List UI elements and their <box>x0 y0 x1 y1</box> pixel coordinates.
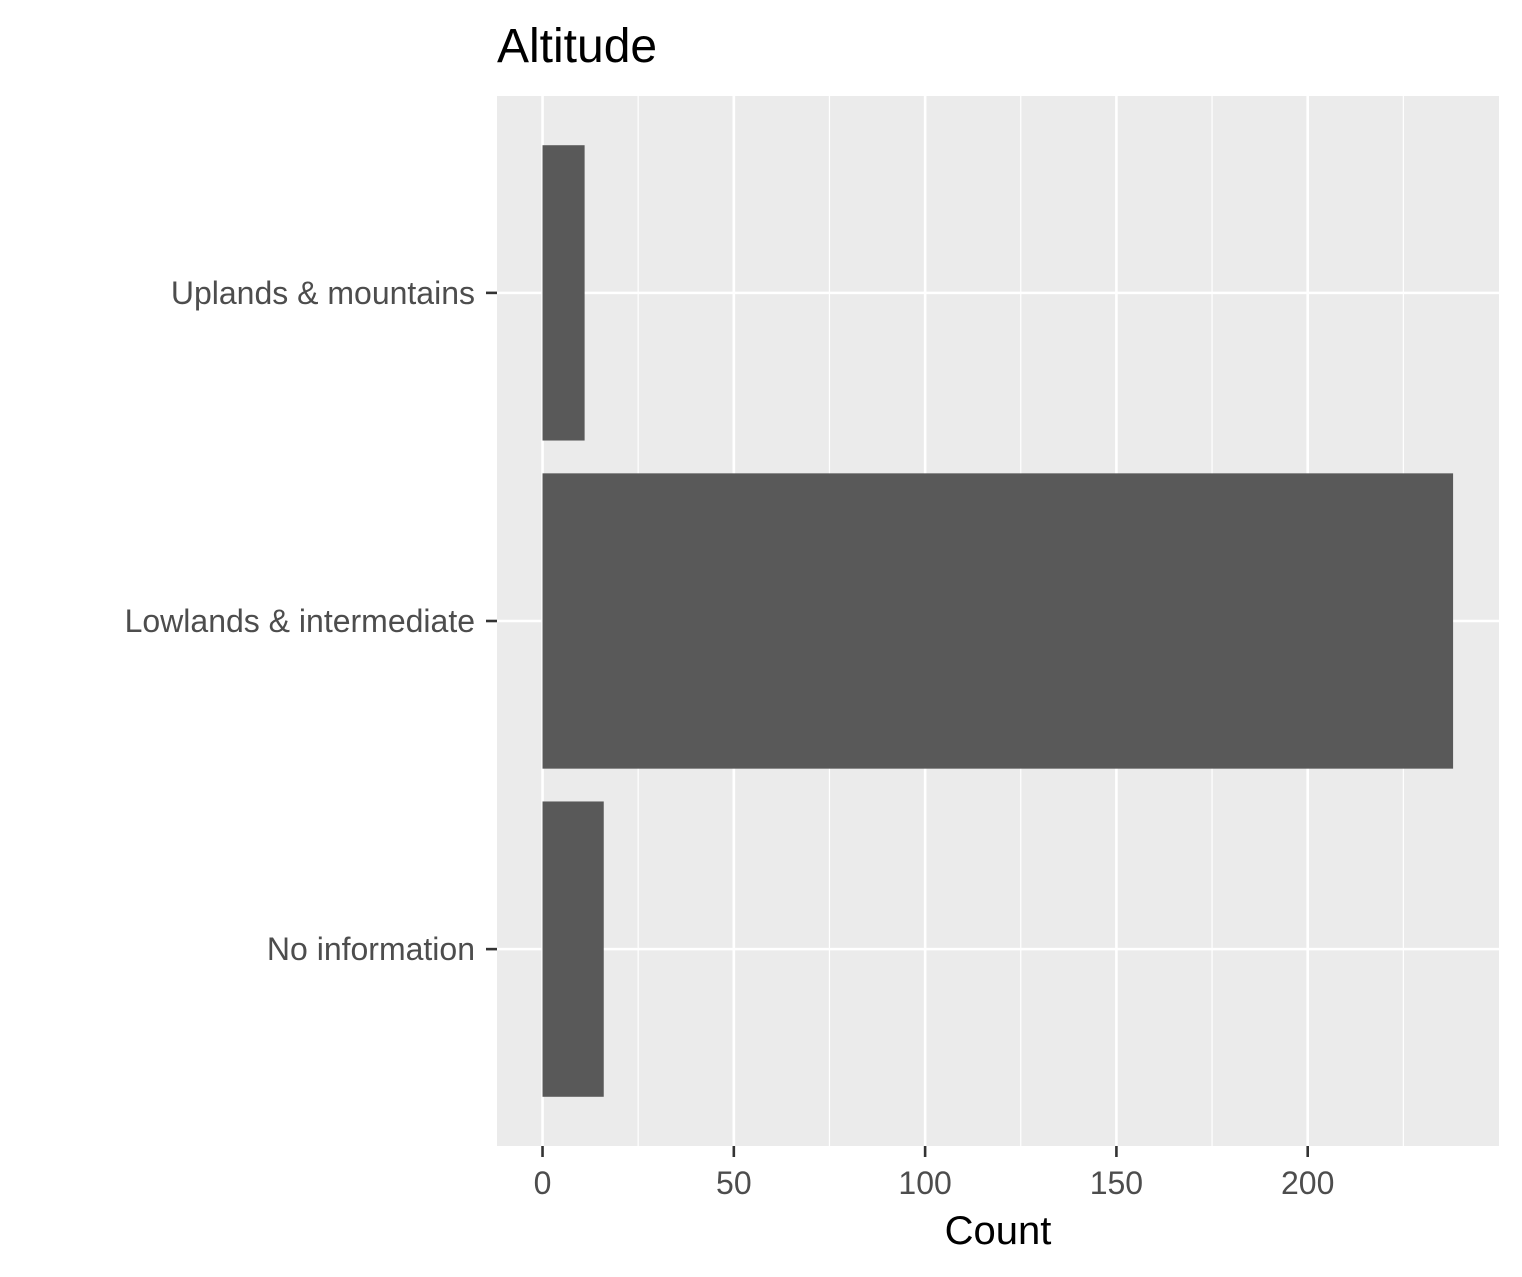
y-tick-label: No information <box>267 931 475 967</box>
y-tick-label: Uplands & mountains <box>171 275 475 311</box>
bar-layer <box>542 145 1454 1097</box>
x-axis: 0 50 100 150 200 <box>534 1146 1334 1201</box>
x-tick-label: 0 <box>534 1165 552 1201</box>
chart-title: Altitude <box>497 20 657 73</box>
bar <box>542 145 585 441</box>
x-axis-title: Count <box>945 1209 1052 1253</box>
x-tick-label: 150 <box>1090 1165 1143 1201</box>
bar <box>542 473 1454 769</box>
x-tick-label: 50 <box>716 1165 752 1201</box>
x-tick-label: 100 <box>898 1165 951 1201</box>
y-tick-label: Lowlands & intermediate <box>125 603 475 639</box>
y-axis: Uplands & mountains Lowlands & intermedia… <box>125 275 497 967</box>
bar <box>542 801 604 1097</box>
x-tick-label: 200 <box>1281 1165 1334 1201</box>
